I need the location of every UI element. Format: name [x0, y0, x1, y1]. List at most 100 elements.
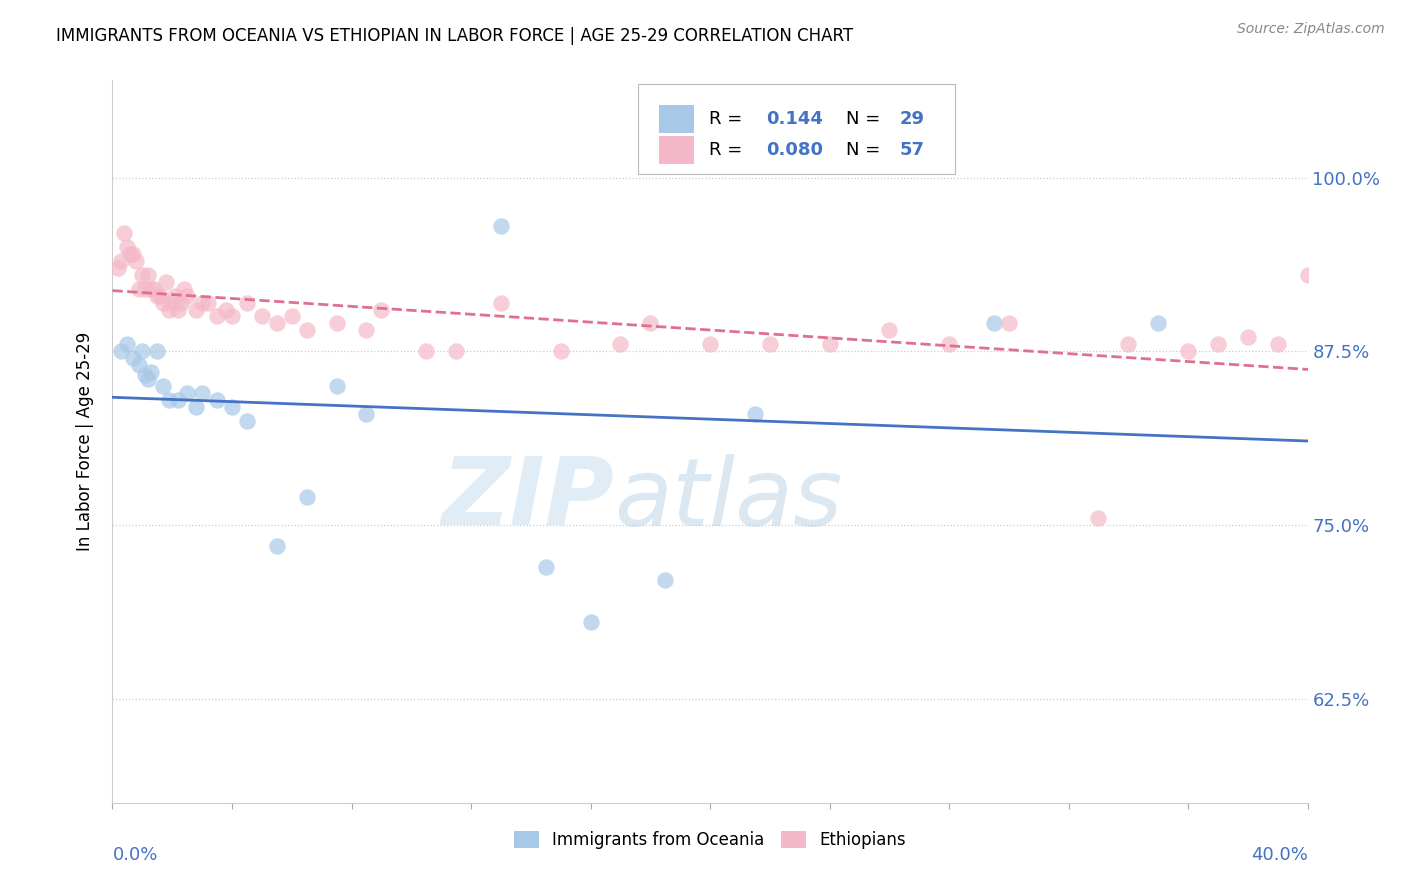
Point: [1177, 344, 1199, 359]
Text: ZIP: ZIP: [441, 453, 614, 545]
Point: [157, 302, 180, 317]
Text: R =: R =: [709, 110, 748, 128]
Text: IMMIGRANTS FROM OCEANIA VS ETHIOPIAN IN LABOR FORCE | AGE 25-29 CORRELATION CHAR: IMMIGRANTS FROM OCEANIA VS ETHIOPIAN IN …: [56, 27, 853, 45]
Point: [146, 288, 169, 302]
Point: [167, 392, 190, 407]
Point: [356, 407, 378, 421]
Point: [1118, 337, 1140, 351]
Point: [983, 317, 1005, 331]
Text: atlas: atlas: [614, 454, 842, 545]
Point: [221, 400, 243, 414]
Point: [165, 288, 187, 302]
Point: [579, 615, 602, 630]
Point: [266, 539, 288, 553]
Point: [998, 317, 1021, 331]
Point: [141, 365, 163, 379]
Point: [1087, 511, 1109, 525]
Point: [550, 344, 572, 359]
Y-axis label: In Labor Force | Age 25-29: In Labor Force | Age 25-29: [76, 332, 94, 551]
Text: 57: 57: [900, 141, 925, 159]
Point: [325, 317, 347, 331]
FancyBboxPatch shape: [638, 84, 955, 174]
Point: [114, 226, 135, 240]
Point: [295, 490, 318, 504]
Point: [1296, 268, 1319, 282]
Text: 40.0%: 40.0%: [1251, 847, 1308, 864]
Point: [444, 344, 467, 359]
Point: [215, 302, 238, 317]
Point: [122, 351, 145, 366]
Point: [107, 260, 129, 275]
Point: [1147, 317, 1170, 331]
Point: [879, 323, 901, 337]
Point: [640, 317, 662, 331]
Text: 29: 29: [900, 110, 925, 128]
Point: [110, 254, 132, 268]
Point: [759, 337, 782, 351]
Point: [157, 392, 180, 407]
Point: [1267, 337, 1289, 351]
Point: [818, 337, 841, 351]
Point: [138, 268, 160, 282]
Point: [489, 219, 512, 234]
Point: [221, 310, 243, 324]
Point: [205, 310, 228, 324]
Point: [138, 372, 160, 386]
Point: [128, 358, 150, 372]
Point: [744, 407, 766, 421]
Point: [325, 379, 347, 393]
Text: 0.0%: 0.0%: [112, 847, 157, 864]
Point: [152, 379, 174, 393]
Point: [266, 317, 288, 331]
Point: [131, 268, 153, 282]
Point: [149, 288, 172, 302]
Point: [155, 275, 177, 289]
Point: [938, 337, 960, 351]
Point: [122, 247, 145, 261]
Point: [143, 282, 166, 296]
Point: [141, 282, 163, 296]
Point: [152, 295, 174, 310]
Point: [120, 247, 142, 261]
Text: 0.144: 0.144: [766, 110, 823, 128]
Point: [191, 295, 214, 310]
Point: [197, 295, 219, 310]
Point: [236, 295, 259, 310]
Point: [654, 574, 676, 588]
Point: [205, 392, 228, 407]
Text: N =: N =: [846, 110, 886, 128]
Text: N =: N =: [846, 141, 886, 159]
Text: Source: ZipAtlas.com: Source: ZipAtlas.com: [1237, 22, 1385, 37]
Point: [186, 302, 208, 317]
Point: [167, 302, 190, 317]
Point: [415, 344, 437, 359]
Point: [489, 295, 512, 310]
Point: [128, 282, 150, 296]
Point: [191, 385, 214, 400]
Point: [134, 282, 156, 296]
Point: [295, 323, 318, 337]
Legend: Immigrants from Oceania, Ethiopians: Immigrants from Oceania, Ethiopians: [508, 824, 912, 856]
Point: [609, 337, 631, 351]
Point: [110, 344, 132, 359]
Point: [370, 302, 392, 317]
Point: [281, 310, 304, 324]
Point: [162, 295, 183, 310]
Point: [131, 344, 153, 359]
Point: [699, 337, 721, 351]
Point: [1237, 330, 1260, 344]
Point: [236, 414, 259, 428]
Point: [117, 337, 139, 351]
Point: [186, 400, 208, 414]
Point: [134, 368, 156, 382]
Point: [125, 254, 148, 268]
Point: [176, 385, 198, 400]
Point: [534, 559, 557, 574]
Point: [1206, 337, 1229, 351]
Bar: [658, 105, 695, 133]
Point: [356, 323, 378, 337]
Text: 0.080: 0.080: [766, 141, 823, 159]
Bar: [658, 136, 695, 163]
Point: [250, 310, 273, 324]
Point: [117, 240, 139, 254]
